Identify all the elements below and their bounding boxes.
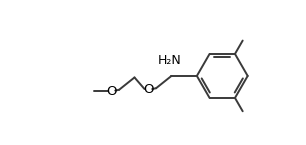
Text: H₂N: H₂N bbox=[158, 54, 182, 67]
Text: O: O bbox=[106, 85, 117, 98]
Text: O: O bbox=[143, 83, 154, 96]
